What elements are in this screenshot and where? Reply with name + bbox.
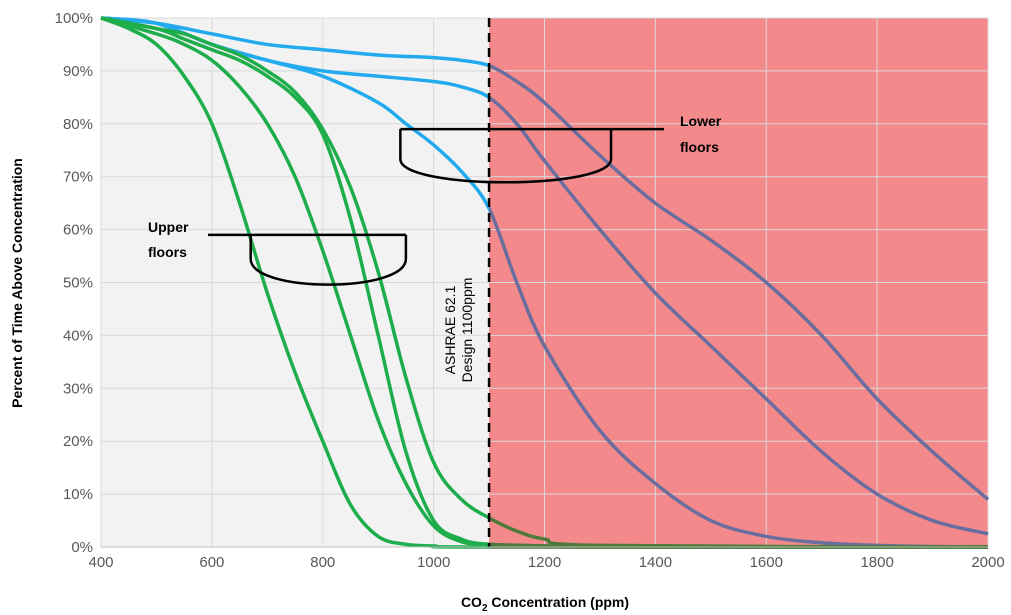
threshold-label: ASHRAE 62.1Design 1100ppm [442, 278, 475, 383]
x-axis-title: CO2 Concentration (ppm) [461, 594, 629, 614]
threshold-label-line2: Design 1100ppm [459, 278, 475, 383]
x-tick-label: 1800 [860, 554, 893, 571]
y-tick-label: 90% [63, 63, 93, 80]
y-tick-label: 60% [63, 222, 93, 239]
x-tick-label: 1600 [750, 554, 783, 571]
y-tick-label: 100% [55, 10, 93, 27]
y-tick-label: 80% [63, 116, 93, 133]
x-tick-label: 2000 [971, 554, 1004, 571]
y-tick-label: 30% [63, 380, 93, 397]
x-tick-label: 1400 [639, 554, 672, 571]
y-tick-label: 50% [63, 275, 93, 292]
lower-floors-label-line2: floors [680, 139, 719, 155]
upper-floors-label-line1: Upper [148, 219, 189, 235]
x-tick-label: 800 [310, 554, 335, 571]
lower-floors-label-line1: Lower [680, 113, 722, 129]
x-tick-label: 1200 [528, 554, 561, 571]
y-axis-title: Percent of Time Above Concentration [9, 158, 25, 408]
threshold-label-line1: ASHRAE 62.1 [442, 285, 458, 374]
x-tick-label: 1000 [417, 554, 450, 571]
upper-floors-label-line2: floors [148, 244, 187, 260]
x-tick-label: 600 [199, 554, 224, 571]
y-tick-label: 70% [63, 169, 93, 186]
y-tick-label: 0% [71, 539, 93, 556]
y-tick-label: 40% [63, 327, 93, 344]
x-tick-label: 400 [88, 554, 113, 571]
y-tick-label: 20% [63, 433, 93, 450]
x-axis-title-main: CO [461, 594, 482, 610]
x-axis-title-rest: Concentration (ppm) [488, 594, 630, 610]
y-tick-label: 10% [63, 486, 93, 503]
